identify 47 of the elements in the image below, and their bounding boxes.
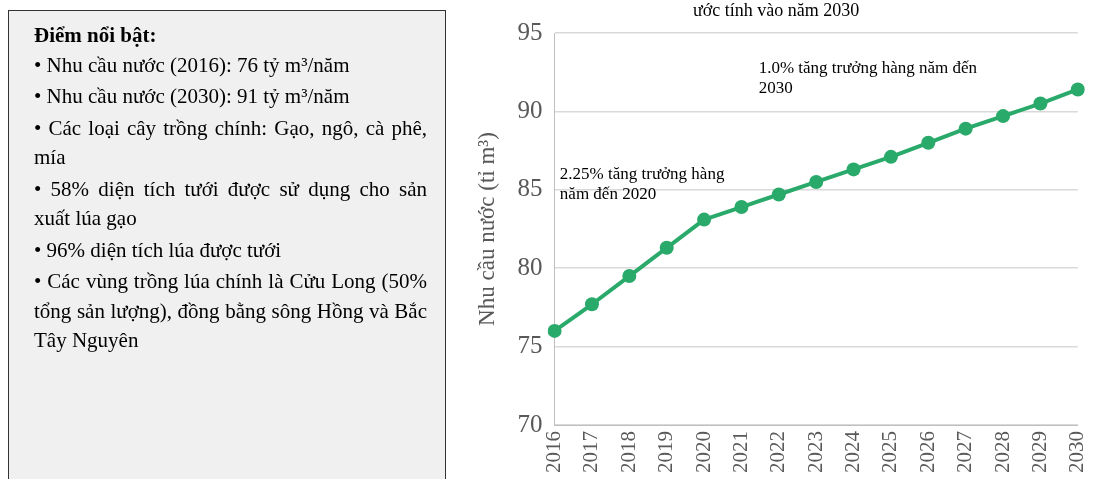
x-tick-label: 2018	[615, 431, 640, 473]
point	[697, 212, 712, 227]
x-tick-label: 2022	[765, 431, 790, 473]
point	[547, 323, 562, 338]
x-tick-label: 2019	[653, 431, 678, 473]
y-tick-label: 90	[517, 95, 543, 123]
x-tick-label: 2029	[1026, 431, 1051, 473]
text: • Các loại cây trồng chính: Gạo, ngô, cà phê, mía	[34, 114, 427, 171]
point	[809, 174, 824, 189]
x-tick-label: 2023	[802, 431, 827, 473]
y-tick-label: 75	[517, 331, 543, 359]
annotation: 1.0% tăng trưởng hàng năm đến 2030	[758, 58, 978, 98]
point	[659, 240, 674, 255]
x-tick-label: 2027	[952, 431, 977, 473]
text: • 96% diện tích lúa được tưới	[34, 236, 283, 264]
y-tick-label: 70	[517, 409, 543, 437]
point	[1070, 82, 1085, 97]
text: • Các vùng trồng lúa chính là Cửu Long (50% tổng sản lượng), đồng bằng sông Hồng và Bắc Tây Nguyên	[34, 268, 427, 354]
x-tick-label: 2026	[914, 431, 939, 473]
x-tick-label: 2028	[989, 431, 1014, 473]
point	[921, 135, 936, 150]
point	[584, 297, 599, 312]
x-tick-label: 2030	[1064, 431, 1089, 473]
point	[996, 109, 1011, 124]
annotation: 2.25% tăng trưởng hàng năm đến 2020	[559, 164, 725, 204]
x-tick-label: 2025	[877, 431, 902, 473]
text: • Nhu cầu nước (2030): 91 tỷ m³/năm	[34, 83, 351, 110]
y-tick-label: 80	[517, 252, 543, 280]
x-tick-label: 2017	[578, 431, 603, 473]
point	[771, 187, 786, 202]
point	[622, 269, 637, 284]
y-tick-label: 85	[517, 174, 543, 202]
point	[1033, 96, 1048, 111]
text: Điểm nổi bật:	[34, 22, 158, 49]
x-tick-label: 2016	[541, 431, 566, 473]
point	[846, 162, 861, 177]
point	[734, 200, 749, 215]
x-tick-label: 2024	[840, 430, 865, 473]
x-tick-label: 2021	[727, 431, 752, 473]
y-axis-title: Nhu cầu nước (tỉ m³)	[473, 132, 499, 326]
x-tick-label: 2020	[690, 431, 715, 473]
text: • 58% diện tích tưới được sử dụng cho sản xuất lúa gạo	[34, 175, 427, 232]
chart-title: ước tính vào năm 2030	[693, 0, 860, 20]
point	[883, 149, 898, 164]
text: • Nhu cầu nước (2016): 76 tỷ m³/năm	[34, 51, 351, 79]
point	[958, 121, 973, 136]
y-tick-label: 95	[517, 17, 543, 45]
